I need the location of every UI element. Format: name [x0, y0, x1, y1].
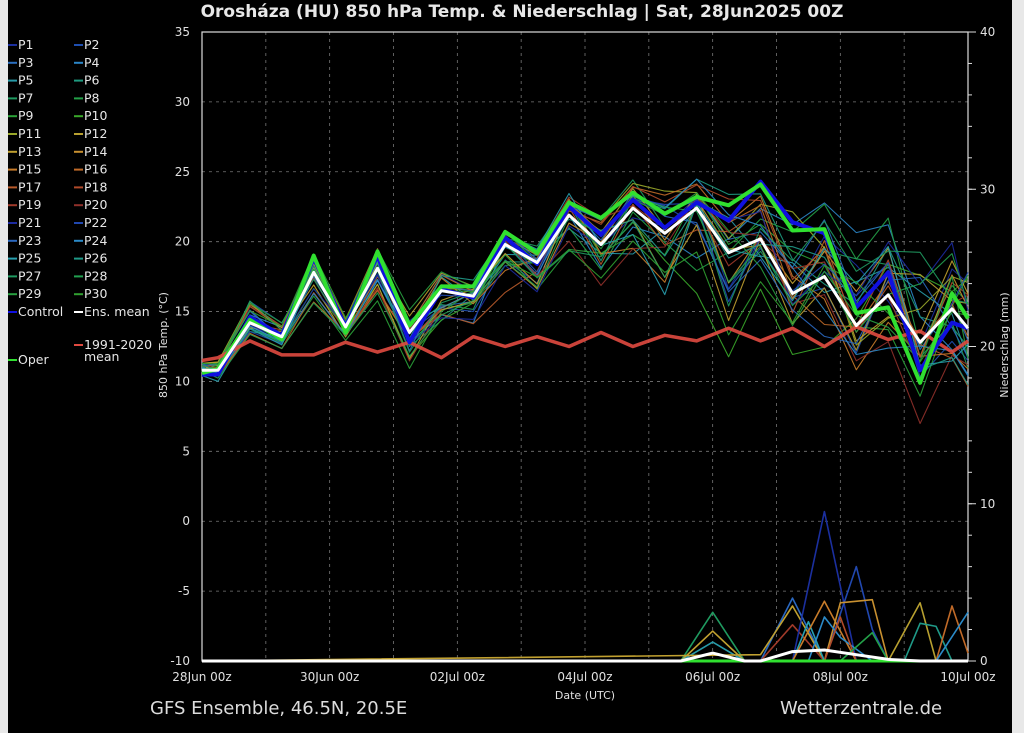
y2-tick-label: 20: [980, 340, 995, 354]
x-tick-label: 02Jul 00z: [430, 670, 485, 684]
x-tick-label: 06Jul 00z: [685, 670, 740, 684]
y2-axis-label: Niederschlag (mm): [998, 292, 1011, 397]
legend-item-ens-mean: Ens. mean: [84, 304, 150, 319]
x-tick-label: 08Jul 00z: [813, 670, 868, 684]
legend-item-p16: P16: [84, 162, 107, 177]
y-tick-label: 0: [182, 514, 190, 528]
legend-item-p3: P3: [18, 55, 34, 70]
legend-item-p1: P1: [18, 37, 34, 52]
y-axis-label: 850 hPa Temp. (°C): [157, 292, 170, 398]
chart-title: Orosháza (HU) 850 hPa Temp. & Niederschl…: [201, 2, 844, 22]
legend-item-p26: P26: [84, 251, 107, 266]
legend-item-p21: P21: [18, 215, 41, 230]
y2-tick-label: 0: [980, 654, 988, 668]
legend-item-p29: P29: [18, 286, 41, 301]
footer-model-info: GFS Ensemble, 46.5N, 20.5E: [150, 698, 407, 719]
legend-item-climatology-line2: mean: [84, 349, 119, 364]
y2-tick-label: 30: [980, 182, 995, 196]
legend-item-p24: P24: [84, 233, 107, 248]
legend-item-p17: P17: [18, 179, 41, 194]
y-tick-label: -5: [178, 584, 190, 598]
oper-line: [201, 182, 970, 385]
legend-item-p15: P15: [18, 162, 41, 177]
y-tick-label: 30: [175, 95, 190, 109]
x-axis-label: Date (UTC): [555, 689, 615, 702]
legend-item-p20: P20: [84, 197, 107, 212]
legend-item-p8: P8: [84, 90, 100, 105]
legend-item-control: Control: [18, 304, 63, 319]
y-tick-label: 25: [175, 165, 190, 179]
legend-item-p2: P2: [84, 37, 100, 52]
legend-item-p23: P23: [18, 233, 41, 248]
legend-item-p13: P13: [18, 144, 41, 159]
member-line-p28: [201, 196, 969, 379]
ens-mean-line: [202, 206, 970, 372]
legend-item-p11: P11: [18, 126, 41, 141]
footer-source: Wetterzentrale.de: [780, 698, 942, 719]
legend-item-p30: P30: [84, 286, 107, 301]
precip-line-ens-mean: [202, 648, 968, 663]
y-tick-label: 20: [175, 235, 190, 249]
legend-item-p28: P28: [84, 268, 107, 283]
legend-item-p7: P7: [18, 90, 34, 105]
legend-item-p18: P18: [84, 179, 107, 194]
y-tick-label: 35: [175, 25, 190, 39]
member-line-p27: [201, 204, 969, 371]
legend-item-p22: P22: [84, 215, 107, 230]
legend: P1 P2 P3 P4 P5 P6 P7 P8 P9 P10 P11 P12 P13 P14 P15 P16 P…: [8, 37, 152, 367]
legend-item-p25: P25: [18, 251, 41, 266]
legend-item-p12: P12: [84, 126, 107, 141]
legend-item-p10: P10: [84, 108, 107, 123]
member-line-p29: [201, 192, 969, 373]
legend-item-p6: P6: [84, 73, 100, 88]
y-tick-label: 5: [182, 444, 190, 458]
legend-item-p5: P5: [18, 73, 34, 88]
legend-item-p19: P19: [18, 197, 41, 212]
y-tick-label: -10: [170, 654, 190, 668]
y2-tick-label: 10: [980, 497, 995, 511]
main-lines: [201, 179, 970, 385]
y2-tick-label: 40: [980, 25, 995, 39]
legend-item-p27: P27: [18, 268, 41, 283]
x-tick-label: 10Jul 00z: [940, 670, 995, 684]
y-tick-label: 15: [175, 305, 190, 319]
x-tick-label: 30Jun 00z: [300, 670, 359, 684]
x-tick-label: 04Jul 00z: [557, 670, 612, 684]
legend-item-p9: P9: [18, 108, 34, 123]
legend-item-p4: P4: [84, 55, 100, 70]
y-tick-label: 10: [175, 374, 190, 388]
legend-item-oper: Oper: [18, 352, 49, 367]
legend-item-climatology: 1991-2020: [84, 337, 152, 352]
x-tick-label: 28Jun 00z: [172, 670, 231, 684]
legend-item-p14: P14: [84, 144, 107, 159]
climatology-line: [201, 325, 970, 363]
precip-lines: [201, 510, 969, 663]
